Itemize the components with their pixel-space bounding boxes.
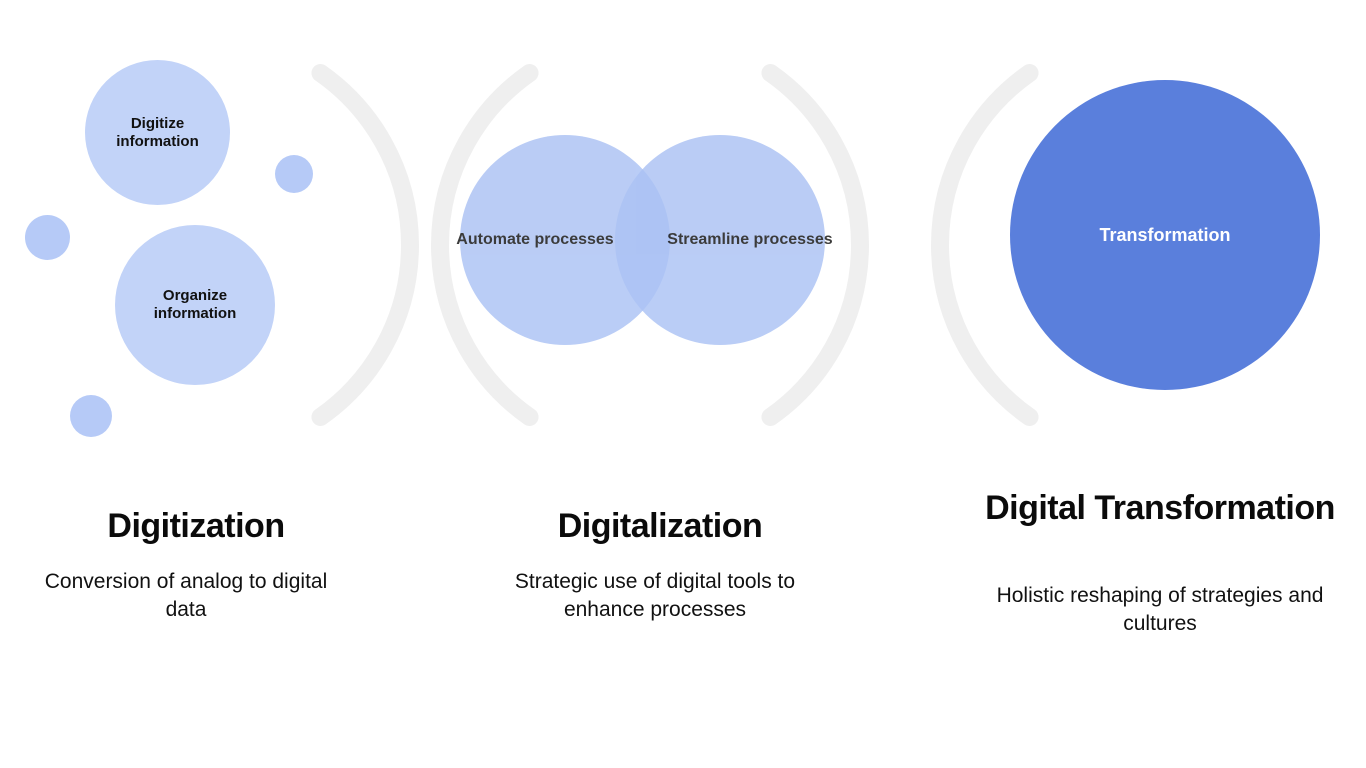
stage3-subtitle: Holistic reshaping of strategies and cul… xyxy=(990,582,1330,639)
accent-dot xyxy=(70,395,112,437)
concept-circle: Transformation xyxy=(1010,80,1320,390)
stage2-subtitle: Strategic use of digital tools to enhanc… xyxy=(480,568,830,625)
circle-label: Transformation xyxy=(1099,225,1230,246)
stage1-title: Digitization xyxy=(36,508,356,545)
stage1-subtitle: Conversion of analog to digital data xyxy=(36,568,336,625)
circle-label: Streamline processes xyxy=(667,230,832,249)
concept-circle: Streamline processes xyxy=(615,135,825,345)
circle-label: Organize information xyxy=(131,287,259,323)
concept-circle: Organize information xyxy=(115,225,275,385)
circle-label: Automate processes xyxy=(456,230,613,249)
stage2-title: Digitalization xyxy=(480,508,840,545)
diagram-canvas: Digitize information Organize information… xyxy=(0,0,1366,768)
accent-dot xyxy=(25,215,70,260)
accent-dot xyxy=(275,155,313,193)
circle-label: Digitize information xyxy=(100,115,216,151)
concept-circle: Digitize information xyxy=(85,60,230,205)
stage3-title: Digital Transformation xyxy=(985,490,1335,527)
separator-arc xyxy=(320,73,410,417)
